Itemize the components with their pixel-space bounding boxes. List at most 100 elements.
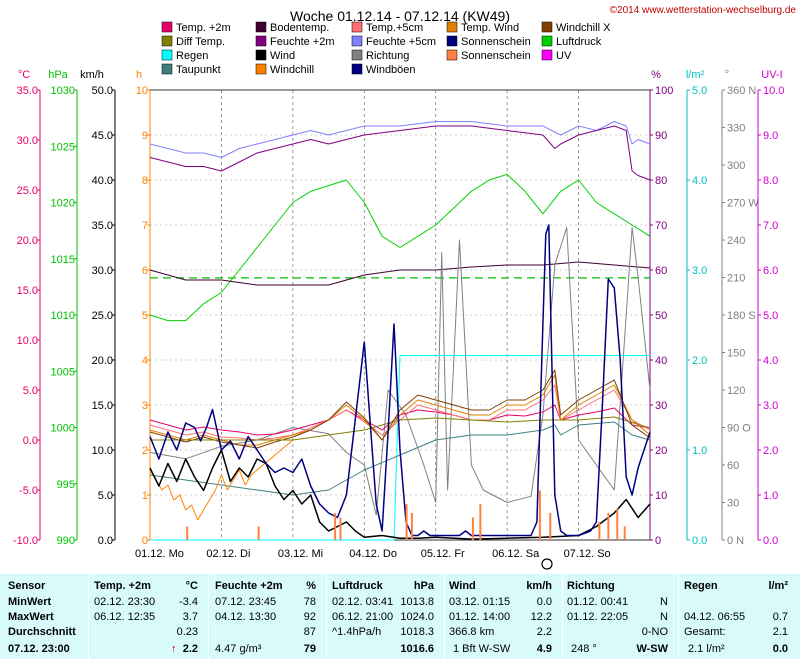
hum-date: 07.12. 23:45	[215, 596, 277, 608]
tick-label-hpa: 1000	[51, 423, 75, 435]
series-line	[149, 449, 651, 540]
day-label: 07.12. So	[564, 548, 611, 560]
axis-title-temp: °C	[18, 69, 30, 81]
legend-item: Feuchte +2m	[255, 35, 335, 48]
tick-label-hpa: 1030	[51, 85, 75, 97]
temp-value: -3.4	[179, 596, 198, 608]
legend-swatch	[255, 21, 267, 33]
current-rain: 0.0	[772, 643, 788, 655]
rain-value: 0.7	[772, 611, 788, 623]
series-line	[149, 439, 294, 521]
tick-label-deg: 240	[727, 235, 745, 247]
legend-item: Windchill X	[541, 21, 611, 34]
dir-value: 0-NO	[641, 626, 668, 638]
hum-date: 04.12. 13:30	[215, 611, 277, 623]
dir-value: N	[660, 611, 668, 623]
plot-area	[149, 121, 651, 541]
tick-label-pct: 80	[655, 175, 667, 187]
tick-label-pct: 30	[655, 400, 667, 412]
legend-label: Sonnenschein	[461, 36, 531, 48]
tick-label-temp: 30.0	[17, 135, 38, 147]
tick-label-temp: 35.0	[17, 85, 38, 97]
legend-swatch	[446, 21, 458, 33]
column-separator	[562, 574, 563, 659]
axis-title-rain: l/m²	[686, 69, 705, 81]
legend-swatch	[255, 35, 267, 47]
current-temp: 2.2	[182, 643, 198, 655]
tick-label-rain: 0.0	[692, 535, 707, 547]
legend-swatch	[351, 21, 363, 33]
wind-date: 03.12. 01:15	[449, 596, 511, 608]
column-separator	[208, 574, 209, 659]
tick-label-deg: 0 N	[727, 535, 744, 547]
legend-item: Feuchte +5cm	[351, 35, 436, 48]
tick-label-temp: 20.0	[17, 235, 38, 247]
tick-label-temp: 15.0	[17, 285, 38, 297]
current-abs-humidity: 4.47 g/m³	[215, 643, 262, 655]
tick-label-h: 1	[142, 490, 148, 502]
legend-label: Temp. +2m	[176, 22, 231, 34]
legend-label: Temp.+5cm	[366, 22, 423, 34]
legend-item: UV	[541, 49, 572, 62]
legend-item: Sonnenschein	[446, 49, 531, 62]
tick-label-hpa: 995	[57, 479, 75, 491]
header-hum: Feuchte +2m	[215, 580, 283, 592]
header-press: Luftdruck	[332, 580, 383, 592]
tick-label-pct: 10	[655, 490, 667, 502]
legend-label: UV	[556, 50, 572, 62]
tick-label-pct: 40	[655, 355, 667, 367]
series-line	[149, 261, 651, 286]
axis-title-h: h	[136, 69, 142, 81]
legend-label: Sonnenschein	[461, 50, 531, 62]
rain-value: 2.1	[772, 626, 788, 638]
column-separator	[88, 574, 89, 659]
tick-label-h: 6	[142, 265, 148, 277]
day-label: 06.12. Sa	[492, 548, 540, 560]
tick-label-h: 3	[142, 400, 148, 412]
legend-swatch	[161, 35, 173, 47]
legend-swatch	[446, 49, 458, 61]
tick-label-h: 4	[142, 355, 148, 367]
legend-label: Luftdruck	[556, 36, 602, 48]
tick-label-uv: 4.0	[763, 355, 778, 367]
tick-label-temp: 5.0	[23, 385, 38, 397]
tick-label-hpa: 1010	[51, 310, 75, 322]
legend-label: Richtung	[366, 50, 409, 62]
header-wind: Wind	[449, 580, 476, 592]
tick-label-kmh: 40.0	[92, 175, 113, 187]
tick-label-deg: 180 S	[727, 310, 756, 322]
wind-value: 2.2	[536, 626, 552, 638]
tick-label-rain: 2.0	[692, 355, 707, 367]
tick-label-rain: 5.0	[692, 85, 707, 97]
legend-swatch	[351, 63, 363, 75]
column-separator	[444, 574, 445, 659]
tick-label-uv: 6.0	[763, 265, 778, 277]
legend-item: Temp. +2m	[161, 21, 231, 34]
tick-label-h: 5	[142, 310, 148, 322]
tick-label-deg: 90 O	[727, 423, 751, 435]
current-label: 07.12. 23:00	[8, 643, 70, 655]
day-label: 04.12. Do	[349, 548, 397, 560]
column-separator	[678, 574, 679, 659]
legend-swatch	[255, 63, 267, 75]
row-label: MinWert	[8, 596, 52, 608]
legend-label: Diff Temp.	[176, 36, 225, 48]
header-hum-unit: %	[306, 580, 316, 592]
tick-label-kmh: 20.0	[92, 355, 113, 367]
tick-label-uv: 3.0	[763, 400, 778, 412]
tick-label-deg: 300	[727, 160, 745, 172]
header-wind-unit: km/h	[526, 580, 552, 592]
legend-label: Taupunkt	[176, 64, 221, 76]
legend-swatch	[351, 49, 363, 61]
header-temp-unit: °C	[185, 580, 198, 592]
day-label: 03.12. Mi	[278, 548, 323, 560]
press-date: ^1.4hPa/h	[332, 626, 382, 638]
press-date: 02.12. 03:41	[332, 596, 394, 608]
tick-label-kmh: 35.0	[92, 220, 113, 232]
axes: 35.030.025.020.015.010.05.00.0-5.0-10.01…	[13, 85, 785, 547]
tick-label-uv: 9.0	[763, 130, 778, 142]
header-press-unit: hPa	[413, 580, 434, 592]
column-separator	[326, 574, 327, 659]
statistics-background	[0, 574, 800, 659]
tick-label-hpa: 1005	[51, 366, 75, 378]
